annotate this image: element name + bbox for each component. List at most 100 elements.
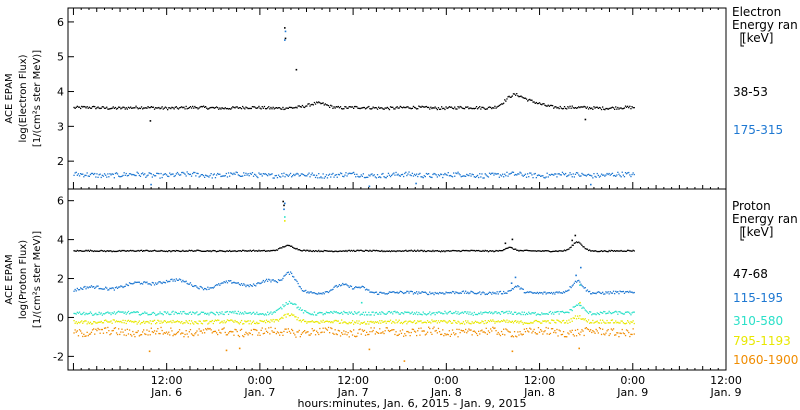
data-point-1060-1900 (190, 333, 193, 335)
data-point-115-195 (227, 280, 230, 282)
data-point-115-195 (149, 283, 151, 285)
data-point-1060-1900 (217, 333, 219, 336)
data-point-310-580 (500, 311, 503, 313)
data-point-795-1193 (145, 321, 147, 323)
data-point-115-195 (198, 288, 200, 290)
data-point-115-195 (421, 291, 423, 293)
data-point-175-315 (356, 173, 358, 175)
data-point-795-1193 (628, 321, 630, 323)
data-point-38-53 (488, 106, 491, 108)
data-point-115-195 (295, 279, 297, 281)
data-point-115-195 (269, 279, 271, 281)
data-point-115-195 (85, 288, 87, 290)
data-point-795-1193 (504, 320, 506, 322)
outlier-point-47-68 (574, 234, 577, 237)
data-point-47-68 (392, 250, 394, 252)
data-point-38-53 (299, 106, 301, 108)
data-point-115-195 (506, 292, 508, 294)
data-point-115-195 (192, 285, 194, 287)
data-point-38-53 (372, 106, 374, 108)
data-point-1060-1900 (293, 332, 295, 334)
data-point-115-195 (202, 289, 205, 291)
data-point-310-580 (205, 312, 207, 314)
data-point-1060-1900 (600, 333, 603, 336)
data-point-310-580 (184, 312, 186, 314)
data-point-38-53 (86, 106, 88, 108)
data-point-795-1193 (164, 320, 167, 322)
data-point-38-53 (113, 107, 115, 109)
data-point-1060-1900 (215, 332, 218, 334)
data-point-310-580 (407, 311, 409, 313)
data-point-175-315 (382, 172, 384, 175)
data-point-115-195 (294, 278, 296, 281)
data-point-175-315 (160, 172, 162, 175)
data-point-115-195 (480, 293, 482, 296)
data-point-795-1193 (327, 321, 330, 323)
data-point-47-68 (597, 250, 599, 253)
data-point-310-580 (222, 313, 224, 315)
outlier-point-175-315 (284, 30, 287, 33)
data-point-38-53 (534, 102, 536, 104)
data-point-1060-1900 (193, 335, 195, 337)
data-point-47-68 (307, 249, 309, 252)
data-point-47-68 (314, 250, 317, 252)
data-point-175-315 (147, 174, 149, 176)
data-point-795-1193 (286, 313, 288, 315)
data-point-175-315 (308, 172, 310, 174)
data-point-47-68 (372, 249, 374, 251)
data-point-175-315 (421, 176, 423, 178)
data-point-115-195 (386, 293, 388, 295)
data-point-38-53 (446, 107, 448, 109)
data-point-47-68 (583, 246, 585, 248)
data-point-175-315 (213, 173, 215, 175)
data-point-38-53 (633, 107, 635, 109)
data-point-115-195 (602, 291, 604, 293)
data-point-1060-1900 (487, 330, 490, 332)
data-point-795-1193 (556, 319, 558, 321)
data-point-47-68 (310, 250, 312, 252)
data-point-115-195 (561, 292, 564, 294)
data-point-175-315 (74, 172, 76, 174)
data-point-47-68 (420, 249, 422, 251)
data-point-795-1193 (189, 323, 192, 325)
data-point-175-315 (418, 173, 420, 175)
data-point-795-1193 (223, 320, 225, 322)
data-point-310-580 (592, 313, 594, 315)
data-point-47-68 (440, 251, 442, 253)
data-point-795-1193 (296, 319, 298, 321)
data-point-47-68 (550, 251, 553, 253)
data-point-175-315 (468, 174, 470, 177)
y-tick-label: 5 (57, 51, 64, 64)
data-point-38-53 (160, 107, 162, 109)
data-point-1060-1900 (134, 336, 136, 338)
data-point-1060-1900 (556, 328, 558, 331)
data-point-38-53 (224, 107, 226, 109)
data-point-115-195 (593, 292, 595, 294)
data-point-1060-1900 (523, 328, 525, 330)
data-point-795-1193 (561, 320, 564, 322)
data-point-47-68 (389, 250, 392, 253)
data-point-38-53 (412, 105, 415, 108)
data-point-175-315 (553, 174, 555, 176)
data-point-1060-1900 (616, 332, 618, 334)
data-point-795-1193 (288, 315, 291, 317)
data-point-1060-1900 (392, 329, 394, 331)
data-point-47-68 (396, 250, 398, 252)
data-point-1060-1900 (520, 333, 522, 335)
data-point-1060-1900 (585, 327, 587, 329)
data-point-175-315 (364, 176, 367, 179)
data-point-175-315 (399, 175, 401, 177)
data-point-38-53 (574, 107, 577, 109)
data-point-38-53 (173, 108, 175, 110)
data-point-795-1193 (236, 321, 238, 323)
data-point-795-1193 (608, 322, 610, 324)
data-point-38-53 (219, 107, 221, 109)
data-point-795-1193 (403, 321, 405, 324)
data-point-1060-1900 (195, 332, 197, 334)
data-point-115-195 (185, 280, 187, 282)
data-point-38-53 (151, 106, 153, 108)
data-point-115-195 (172, 280, 174, 282)
data-point-38-53 (164, 106, 167, 108)
data-point-38-53 (308, 103, 310, 105)
data-point-47-68 (521, 250, 523, 252)
